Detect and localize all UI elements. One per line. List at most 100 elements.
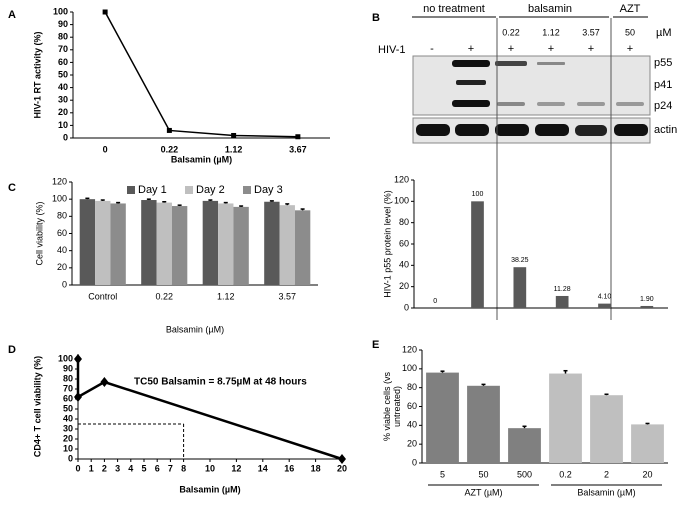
y-tick-label: 70 <box>58 44 68 54</box>
bar <box>426 372 459 463</box>
y-tick-label: 100 <box>53 6 68 16</box>
y-tick-label: 40 <box>58 82 68 92</box>
x-tick-label: 1.12 <box>225 144 243 154</box>
bar <box>110 203 126 285</box>
x-axis-title: Balsamin (µM) <box>171 154 232 164</box>
band <box>614 124 648 136</box>
y-tick-label: 100 <box>394 196 409 206</box>
annotation: TC50 Balsamin = 8.75µM at 48 hours <box>134 377 307 388</box>
bar <box>549 373 582 463</box>
band <box>452 60 490 67</box>
marker <box>100 377 109 387</box>
marker <box>102 9 108 15</box>
y-tick-label: 20 <box>399 281 409 291</box>
x-tick-label: 1 <box>89 463 94 473</box>
blot-header: no treatment <box>423 3 485 15</box>
value-label: 1.90 <box>640 296 654 303</box>
y-tick-label: 80 <box>399 217 409 227</box>
x-tick-label: 8 <box>181 463 186 473</box>
panel-letter: E <box>372 339 379 351</box>
band-label: p24 <box>654 100 672 112</box>
bar <box>467 385 500 463</box>
value-label: 11.28 <box>554 286 571 293</box>
bar <box>590 395 623 463</box>
panel-letter: D <box>8 344 16 356</box>
bar <box>141 200 157 285</box>
bar <box>233 206 249 285</box>
y-tick-label: 60 <box>58 57 68 67</box>
y-tick-label: 0 <box>412 457 417 467</box>
value-label: 4.10 <box>598 293 612 300</box>
value-label: 0 <box>433 298 437 305</box>
panel-letter: A <box>8 9 16 21</box>
dose: 1.12 <box>542 27 560 37</box>
y-tick-label: 20 <box>58 107 68 117</box>
marker <box>338 454 346 464</box>
y-tick-label: 40 <box>407 420 417 430</box>
y-tick-label: 10 <box>63 443 73 453</box>
x-tick-label: 4 <box>128 463 133 473</box>
y-tick-label: 60 <box>407 401 417 411</box>
y-axis-title: Cell viability (%) <box>34 201 44 265</box>
x-tick-label: 0.2 <box>559 469 572 479</box>
y-tick-label: 30 <box>63 423 73 433</box>
x-tick-label: 18 <box>311 463 321 473</box>
x-tick-label: 3 <box>115 463 120 473</box>
bar <box>640 305 654 308</box>
x-tick-label: 7 <box>168 463 173 473</box>
x-tick-label: Control <box>88 291 117 301</box>
x-tick-label: 0.22 <box>155 291 173 301</box>
y-tick-label: 100 <box>402 363 417 373</box>
group-label: AZT (µM) <box>464 487 502 497</box>
y-tick-label: 90 <box>58 19 68 29</box>
y-axis-title: CD4+ T cell viability (%) <box>32 356 42 457</box>
dose-unit: µM <box>656 27 672 39</box>
band <box>616 102 644 106</box>
x-axis-title: Balsamin (µM) <box>179 484 240 494</box>
y-tick-label: 120 <box>402 344 417 354</box>
x-tick-label: 1.12 <box>217 291 235 301</box>
band <box>537 62 565 65</box>
bar <box>264 201 280 285</box>
legend-swatch <box>243 186 251 194</box>
band-label: p55 <box>654 57 672 69</box>
bar <box>171 206 188 285</box>
sign: + <box>548 43 554 55</box>
x-tick-label: 20 <box>642 469 652 479</box>
band <box>575 125 607 136</box>
y-tick-label: 80 <box>407 382 417 392</box>
y-tick-label: 60 <box>57 228 67 238</box>
dose: 0.22 <box>502 27 520 37</box>
sign: + <box>588 43 594 55</box>
y-tick-label: 0 <box>62 279 67 289</box>
bar <box>294 210 311 285</box>
legend-swatch <box>127 186 135 194</box>
sign: + <box>468 43 474 55</box>
marker <box>166 127 172 133</box>
y-tick-label: 30 <box>58 95 68 105</box>
marker <box>74 392 82 402</box>
band <box>535 124 569 136</box>
y-tick-label: 40 <box>63 413 73 423</box>
bar <box>555 295 569 308</box>
y-tick-label: 40 <box>399 260 409 270</box>
y-tick-label: 40 <box>57 245 67 255</box>
legend-swatch <box>185 186 193 194</box>
y-tick-label: 120 <box>394 174 409 184</box>
x-tick-label: 12 <box>231 463 241 473</box>
band-label: p41 <box>654 79 672 91</box>
blot-membrane <box>412 55 651 116</box>
line <box>76 359 343 461</box>
x-tick-label: 16 <box>284 463 294 473</box>
sign: - <box>430 43 434 55</box>
row-label: HIV-1 <box>378 44 406 56</box>
band <box>495 124 529 136</box>
bar <box>156 202 172 285</box>
band <box>416 124 450 136</box>
y-tick-label: 0 <box>404 302 409 312</box>
y-tick-label: 80 <box>57 211 67 221</box>
y-tick-label: 100 <box>52 194 67 204</box>
band <box>537 102 565 106</box>
panel-letter: B <box>372 12 380 24</box>
bar <box>202 200 219 285</box>
